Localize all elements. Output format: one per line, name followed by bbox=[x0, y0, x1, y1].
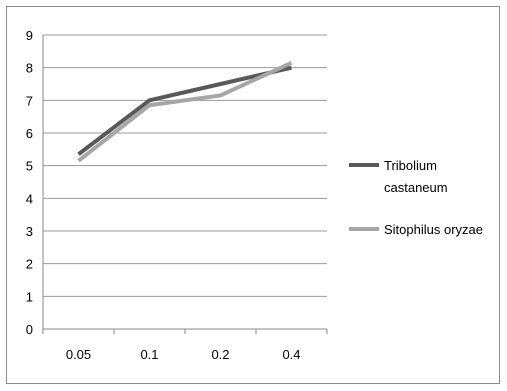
x-tick-label: 0.1 bbox=[140, 347, 158, 362]
y-tick-label: 0 bbox=[26, 322, 33, 337]
y-tick-label: 1 bbox=[26, 289, 33, 304]
chart-frame: 0 1 2 3 4 5 6 7 8 9 0.05 0.1 0.2 0.4 Tribolium castan… bbox=[6, 6, 500, 384]
y-tick-label: 5 bbox=[26, 159, 33, 174]
x-axis-ticks: 0.05 0.1 0.2 0.4 bbox=[42, 329, 328, 362]
y-tick-label: 9 bbox=[26, 28, 33, 43]
y-tick-label: 2 bbox=[26, 257, 33, 272]
y-tick-label: 3 bbox=[26, 224, 33, 239]
y-tick-label: 7 bbox=[26, 93, 33, 108]
x-tick-label: 0.05 bbox=[66, 347, 91, 362]
y-axis-ticks: 0 1 2 3 4 5 6 7 8 9 bbox=[26, 28, 33, 337]
legend-label-0: castaneum bbox=[384, 180, 448, 195]
gridlines bbox=[42, 34, 327, 330]
legend-label-0: Tribolium bbox=[384, 158, 437, 173]
y-tick-label: 4 bbox=[26, 191, 33, 206]
series-lines bbox=[77, 60, 293, 163]
series-line-1 bbox=[77, 60, 293, 163]
x-tick-label: 0.4 bbox=[282, 347, 300, 362]
legend: Tribolium castaneum Sitophilus oryzae bbox=[349, 158, 483, 237]
line-chart: 0 1 2 3 4 5 6 7 8 9 0.05 0.1 0.2 0.4 Tribolium castan… bbox=[26, 28, 483, 362]
series-line-0 bbox=[77, 65, 292, 156]
x-tick-label: 0.2 bbox=[211, 347, 229, 362]
y-tick-label: 8 bbox=[26, 61, 33, 76]
y-tick-label: 6 bbox=[26, 126, 33, 141]
legend-label-1: Sitophilus oryzae bbox=[384, 222, 483, 237]
